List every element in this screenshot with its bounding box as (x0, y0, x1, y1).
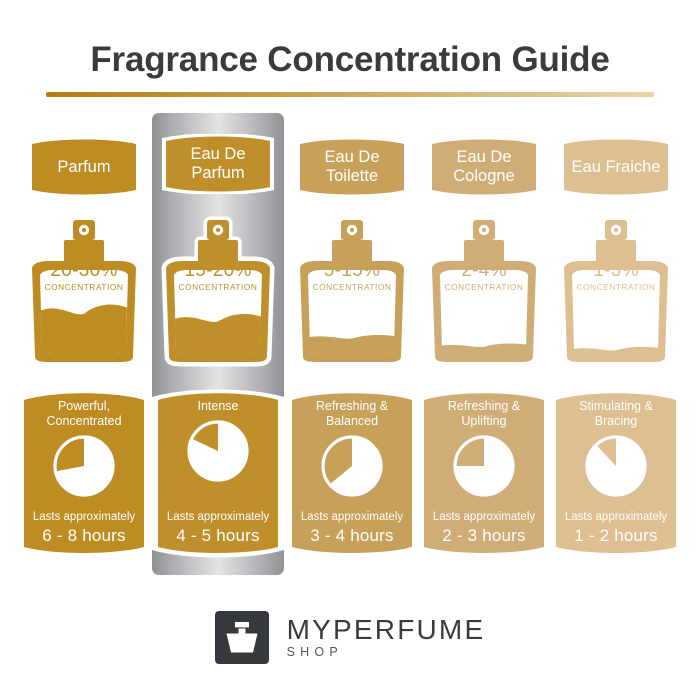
card-footer-eau-de-cologne: Lasts approximately 2 - 3 hours (418, 511, 550, 547)
bottle-shape-3 (432, 220, 536, 362)
duration-pie-chart-2 (321, 435, 383, 497)
duration-pie-chart-3 (453, 435, 515, 497)
badge-shape-0 (32, 139, 136, 195)
header-badge-label-eau-fraiche: Eau Fraiche (571, 157, 661, 176)
lasts-label-parfum: Lasts approximately (32, 510, 136, 523)
bottle-eau-de-parfum (152, 216, 284, 368)
hours-value-eau-de-parfum: 4 - 5 hours (176, 526, 260, 545)
card-footer-eau-fraiche: Lasts approximately 1 - 2 hours (550, 511, 682, 547)
card-title-eau-fraiche: Stimulating & Bracing (579, 399, 653, 428)
card-title-eau-de-toilette: Refreshing & Balanced (315, 399, 389, 428)
header-badge-label-parfum: Parfum (57, 157, 111, 176)
card-footer-eau-de-toilette: Lasts approximately 3 - 4 hours (286, 511, 418, 547)
lasts-label-eau-de-parfum: Lasts approximately (166, 510, 270, 523)
hours-value-eau-de-cologne: 2 - 3 hours (442, 526, 526, 545)
badge-shape-4 (564, 139, 668, 195)
lasts-label-eau-fraiche: Lasts approximately (564, 510, 668, 523)
duration-pie-chart-1 (187, 420, 249, 482)
bottle-parfum (18, 216, 150, 368)
duration-card-eau-de-cologne[interactable]: Refreshing & Uplifting Lasts approximatel… (418, 387, 550, 559)
header-badge-eau-de-cologne[interactable]: Eau De Cologne (418, 136, 550, 198)
title-underline-rule (46, 92, 654, 97)
badge-shape-1 (162, 134, 274, 194)
header-badge-label-eau-de-cologne: Eau De Cologne (453, 148, 515, 185)
bottle-shape-4 (564, 220, 668, 362)
bottle-shape-1 (161, 216, 275, 367)
column-eau-de-parfum: Eau De Parfum 15-20% CONCENTRATION Intense L… (152, 0, 284, 700)
column-parfum: Parfum 20-30% CONCENTRATION Powerful, Conce… (18, 0, 150, 700)
card-footer-parfum: Lasts approximately 6 - 8 hours (18, 511, 150, 547)
page-title-wrap: Fragrance Concentration Guide (0, 42, 700, 77)
bottle-eau-fraiche (550, 216, 682, 368)
duration-card-parfum[interactable]: Powerful, Concentrated Lasts approximatel… (18, 387, 150, 559)
duration-card-eau-fraiche[interactable]: Stimulating & Bracing Lasts approximately… (550, 387, 682, 559)
bottle-eau-de-cologne (418, 216, 550, 368)
bottle-shape-2 (300, 220, 404, 362)
column-eau-de-cologne: Eau De Cologne 2-4% CONCENTRATION Refreshin… (418, 0, 550, 700)
duration-card-eau-de-parfum[interactable]: Intense Lasts approximately 4 - 5 hours (152, 387, 284, 559)
header-badge-label-eau-de-toilette: Eau De Toilette (324, 148, 380, 185)
lasts-label-eau-de-toilette: Lasts approximately (300, 510, 404, 523)
duration-card-eau-de-toilette[interactable]: Refreshing & Balanced Lasts approximately… (286, 387, 418, 559)
hours-value-eau-fraiche: 1 - 2 hours (574, 526, 658, 545)
duration-pie-chart-0 (53, 435, 115, 497)
logo-name: MYPERFUME (286, 614, 486, 645)
column-eau-fraiche: Eau Fraiche 1-3% CONCENTRATION Stimulating … (550, 0, 682, 700)
hours-value-parfum: 6 - 8 hours (42, 526, 126, 545)
card-title-eau-de-parfum: Intense (197, 399, 239, 413)
bottle-shape-0 (32, 220, 136, 362)
card-title-eau-de-cologne: Refreshing & Uplifting (447, 399, 521, 428)
header-badge-eau-de-toilette[interactable]: Eau De Toilette (286, 136, 418, 198)
header-badge-eau-de-parfum[interactable]: Eau De Parfum (152, 133, 284, 195)
logo-text: MYPERFUME SHOP (287, 614, 486, 660)
header-badge-eau-fraiche[interactable]: Eau Fraiche (550, 136, 682, 198)
header-badge-label-eau-de-parfum: Eau De Parfum (190, 145, 246, 182)
logo-subtitle: SHOP (286, 645, 343, 659)
brand-logo: MYPERFUME SHOP (0, 602, 700, 672)
hours-value-eau-de-toilette: 3 - 4 hours (310, 526, 394, 545)
header-badge-parfum[interactable]: Parfum (18, 136, 150, 198)
logo-mark-icon (214, 610, 269, 664)
page-title: Fragrance Concentration Guide (90, 40, 610, 79)
badge-shape-2 (300, 139, 404, 195)
column-eau-de-toilette: Eau De Toilette 5-15% CONCENTRATION Refresh… (286, 0, 418, 700)
card-footer-eau-de-parfum: Lasts approximately 4 - 5 hours (152, 511, 284, 547)
badge-shape-3 (432, 139, 536, 195)
card-title-parfum: Powerful, Concentrated (46, 399, 122, 428)
bottle-eau-de-toilette (286, 216, 418, 368)
lasts-label-eau-de-cologne: Lasts approximately (432, 510, 536, 523)
duration-pie-chart-4 (585, 435, 647, 497)
